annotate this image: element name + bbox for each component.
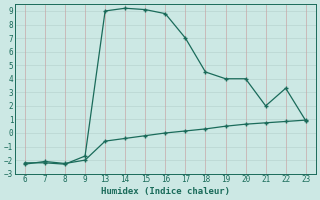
X-axis label: Humidex (Indice chaleur): Humidex (Indice chaleur) bbox=[101, 187, 230, 196]
